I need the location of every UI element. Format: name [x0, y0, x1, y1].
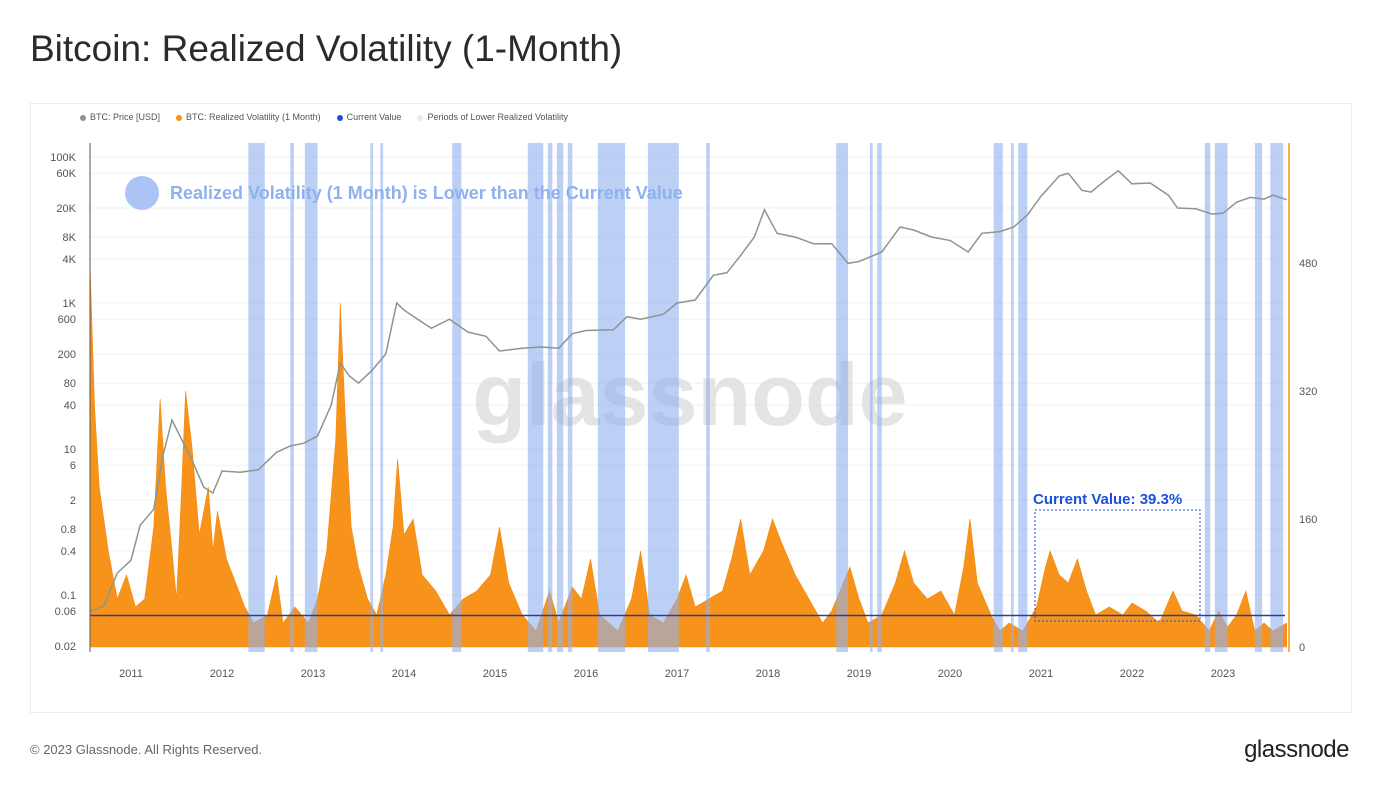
left-tick-label: 2 — [70, 495, 76, 507]
watermark: glassnode — [472, 345, 907, 444]
legend-item-volatility[interactable]: BTC: Realized Volatility (1 Month) — [176, 112, 321, 122]
legend-label: Periods of Lower Realized Volatility — [427, 112, 569, 122]
lower-volatility-band — [836, 143, 849, 652]
x-tick-label: 2021 — [1029, 668, 1053, 680]
lower-volatility-band — [1254, 143, 1263, 652]
right-tick-label: 320 — [1299, 386, 1317, 398]
legend-label: BTC: Realized Volatility (1 Month) — [186, 112, 321, 122]
lower-volatility-band — [1270, 143, 1284, 652]
lower-volatility-band — [290, 143, 294, 652]
copyright: © 2023 Glassnode. All Rights Reserved. — [30, 742, 263, 757]
left-tick-label: 4K — [63, 254, 77, 266]
left-tick-label: 20K — [56, 203, 76, 215]
lower-volatility-band — [304, 143, 318, 652]
lower-volatility-band — [452, 143, 462, 652]
legend-dot — [80, 114, 86, 121]
lower-volatility-band — [527, 143, 544, 652]
legend-dot — [336, 114, 343, 121]
x-tick-label: 2022 — [1120, 668, 1144, 680]
legend-item-price[interactable]: BTC: Price [USD] — [80, 112, 160, 122]
legend-item-current-value[interactable]: Current Value — [336, 112, 402, 122]
left-tick-label: 0.1 — [61, 590, 76, 602]
right-tick-label: 480 — [1299, 258, 1317, 270]
lower-volatility-band — [647, 143, 679, 652]
x-tick-label: 2020 — [938, 668, 962, 680]
lower-volatility-bands — [248, 143, 1284, 652]
left-tick-label: 80 — [64, 378, 76, 390]
volatility-area — [89, 262, 1287, 648]
axes: 100K 60K 20K 8K 4K 1K 600 200 80 40 10 6 2 0.8 0.4 0.1 0… — [50, 143, 1317, 680]
left-tick-label: 600 — [58, 314, 76, 326]
lower-volatility-band — [556, 143, 564, 652]
left-tick-label: 1K — [63, 298, 77, 310]
lower-volatility-band — [1010, 143, 1014, 652]
legend-dot — [176, 114, 183, 121]
chart-card — [30, 103, 1352, 713]
current-value-box — [1034, 509, 1201, 622]
left-tick-label: 0.02 — [55, 641, 76, 653]
lower-volatility-band — [706, 143, 710, 652]
legend-label: BTC: Price [USD] — [90, 112, 161, 122]
left-tick-label: 200 — [58, 349, 76, 361]
x-tick-label: 2023 — [1211, 668, 1235, 680]
lower-volatility-band — [567, 143, 573, 652]
legend-item-lower-periods[interactable]: Periods of Lower Realized Volatility — [417, 112, 568, 122]
lower-volatility-band — [869, 143, 873, 652]
left-tick-label: 100K — [50, 152, 76, 164]
annotation-circle-icon — [125, 176, 159, 210]
price-series — [89, 169, 1287, 612]
volatility-series — [89, 262, 1287, 648]
legend: BTC: Price [USD] BTC: Realized Volatilit… — [80, 112, 568, 122]
left-tick-label: 0.8 — [61, 524, 76, 536]
glassnode-logo: glassnode — [1244, 736, 1349, 763]
lower-volatility-band — [380, 143, 384, 652]
page-title: Bitcoin: Realized Volatility (1-Month) — [30, 28, 623, 69]
x-tick-label: 2011 — [119, 668, 143, 680]
annotation-text: Realized Volatility (1 Month) is Lower t… — [170, 183, 683, 203]
legend-dot — [417, 114, 424, 121]
lower-volatility-band — [1018, 143, 1028, 652]
lower-volatility-band — [877, 143, 882, 652]
current-value-label: Current Value: 39.3% — [1033, 491, 1182, 508]
left-tick-label: 10 — [64, 444, 76, 456]
x-tick-label: 2016 — [574, 668, 598, 680]
lower-volatility-band — [248, 143, 265, 652]
lower-volatility-band — [993, 143, 1003, 652]
left-tick-label: 6 — [70, 460, 76, 472]
left-tick-label: 60K — [56, 168, 76, 180]
x-tick-label: 2014 — [392, 668, 416, 680]
right-tick-label: 0 — [1299, 642, 1305, 654]
right-tick-label: 160 — [1299, 514, 1317, 526]
lower-volatility-band — [547, 143, 553, 652]
left-tick-label: 40 — [64, 400, 76, 412]
lower-volatility-band — [1204, 143, 1211, 652]
lower-volatility-band — [1214, 143, 1228, 652]
price-line — [89, 169, 1287, 612]
lower-volatility-band — [370, 143, 374, 652]
lower-volatility-band — [597, 143, 626, 652]
x-tick-label: 2018 — [756, 668, 780, 680]
left-tick-label: 0.06 — [55, 606, 76, 618]
left-tick-label: 8K — [63, 232, 77, 244]
x-tick-label: 2019 — [847, 668, 871, 680]
legend-label: Current Value — [346, 112, 402, 122]
x-tick-label: 2017 — [665, 668, 689, 680]
left-tick-label: 0.4 — [61, 546, 76, 558]
x-tick-label: 2015 — [483, 668, 507, 680]
x-tick-label: 2012 — [210, 668, 234, 680]
x-tick-label: 2013 — [301, 668, 325, 680]
